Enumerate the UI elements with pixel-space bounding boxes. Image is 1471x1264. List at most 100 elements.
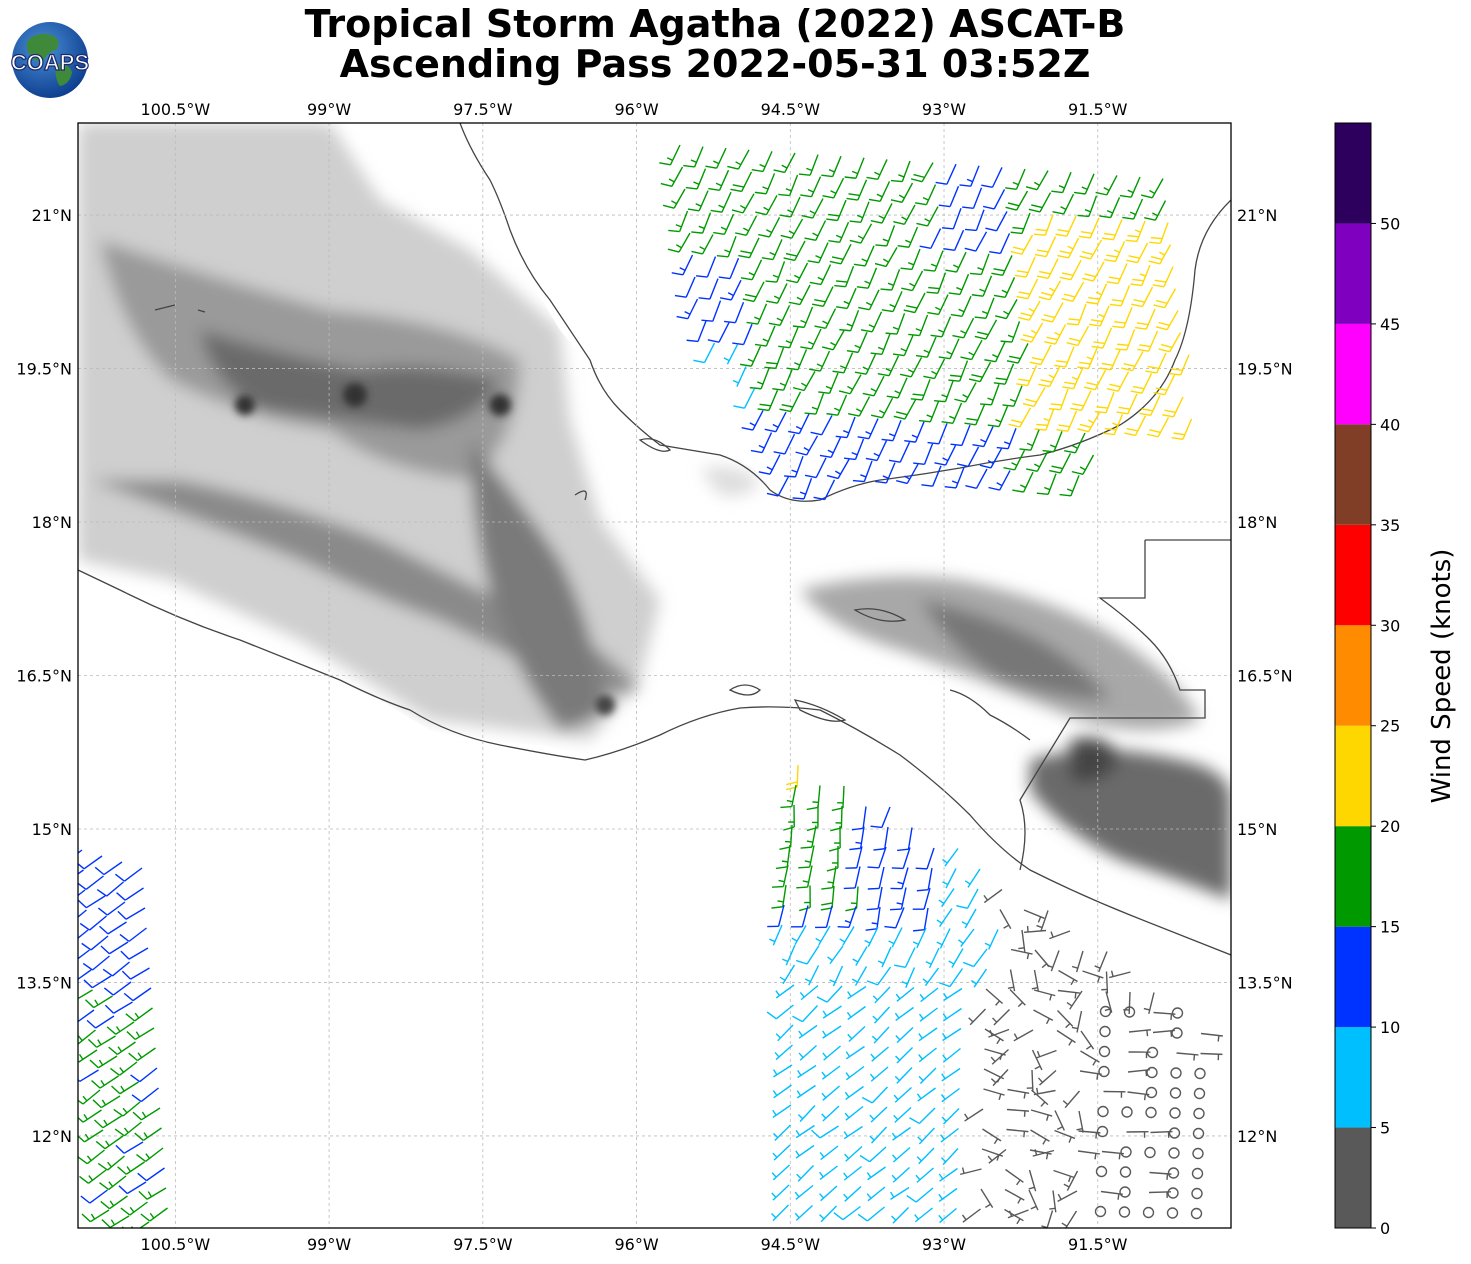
wind-barb: [773, 433, 796, 455]
wind-barb: [727, 149, 750, 170]
wind-barb: [912, 887, 931, 910]
wind-barb: [870, 333, 891, 355]
lon-tick-label: 100.5°W: [141, 100, 211, 119]
wind-barb: [821, 330, 845, 351]
calm-circle: [1119, 1186, 1131, 1198]
wind-barb: [890, 182, 914, 204]
wind-barb: [839, 309, 860, 332]
calm-circle: [1192, 1147, 1204, 1160]
wind-barb: [1036, 910, 1049, 932]
wind-barb: [1056, 410, 1078, 432]
wind-barb: [775, 984, 795, 999]
wind-barb: [1055, 215, 1077, 237]
wind-barb: [860, 311, 883, 333]
wind-barb: [1176, 1052, 1199, 1061]
wind-barb: [1057, 989, 1080, 999]
wind-barb: [1025, 170, 1049, 191]
wind-barb: [848, 396, 871, 417]
wind-barb: [1012, 471, 1034, 493]
wind-barb: [749, 367, 770, 390]
wind-barb: [943, 987, 963, 1002]
wind-barb: [1062, 368, 1084, 390]
wind-barb: [1139, 395, 1161, 417]
wind-barb: [738, 237, 760, 259]
wind-barb: [804, 965, 820, 986]
wind-barb: [938, 1207, 957, 1224]
wind-barb: [78, 1109, 102, 1123]
wind-barb: [731, 193, 755, 214]
wind-barb: [78, 929, 89, 940]
wind-barb: [910, 162, 934, 183]
wind-barb: [1016, 365, 1038, 387]
wind-barb: [845, 846, 863, 869]
wind-barb: [846, 331, 868, 354]
wind-barb: [695, 256, 717, 278]
wind-barb: [794, 1184, 814, 1200]
wind-barb: [843, 1125, 863, 1140]
wind-barb: [846, 1005, 866, 1021]
wind-barb: [941, 207, 962, 230]
wind-barb: [893, 1086, 912, 1103]
wind-barb: [1049, 930, 1071, 940]
wind-barb: [1028, 1189, 1039, 1211]
wind-barb: [765, 261, 786, 283]
wind-barb: [1007, 1088, 1030, 1099]
wind-barb: [881, 419, 902, 442]
wind-barb: [779, 196, 801, 218]
wind-barb: [691, 234, 714, 255]
calm-circle: [1168, 1147, 1180, 1159]
calm-circle: [1098, 1045, 1111, 1058]
wind-barb: [779, 824, 793, 850]
colorbar-label: Wind Speed (knots): [1427, 549, 1457, 804]
lat-ticks-right: 21°N 19.5°N 18°N 16.5°N 15°N 13.5°N 12°N: [1237, 206, 1293, 1146]
wind-barb: [766, 476, 790, 497]
wind-barb: [746, 303, 768, 325]
wind-barb: [999, 909, 1012, 930]
title-line-2: Ascending Pass 2022-05-31 03:52Z: [339, 42, 1091, 86]
wind-barb: [1124, 415, 1147, 437]
wind-barb: [904, 421, 925, 443]
wind-barb: [792, 477, 813, 500]
wind-barb: [772, 1104, 792, 1119]
wind-barb: [701, 300, 722, 322]
calm-circle: [1120, 1146, 1132, 1158]
wind-barb: [1171, 418, 1193, 440]
wind-barb: [936, 928, 951, 949]
wind-barb: [900, 248, 921, 271]
wind-barb: [964, 404, 986, 426]
calm-circle: [1145, 1086, 1158, 1099]
wind-barb: [791, 925, 807, 945]
wind-barb: [79, 1169, 107, 1184]
wind-barb: [114, 1121, 142, 1137]
wind-barb: [732, 323, 753, 346]
wind-barb: [816, 985, 843, 1003]
wind-barb: [784, 455, 804, 478]
map-plot-area: [78, 123, 1231, 1228]
wind-barb: [961, 908, 977, 929]
wind-barb: [102, 961, 130, 977]
volcano-peaks: [235, 383, 615, 715]
wind-barb: [1137, 330, 1159, 352]
wind-barb: [873, 826, 889, 851]
calm-circle: [1146, 1046, 1159, 1059]
wind-barb: [807, 242, 829, 264]
colorbar-tick-label: 0: [1380, 1219, 1390, 1238]
wind-barb: [686, 320, 707, 343]
wind-barb: [938, 1187, 958, 1202]
wind-barb: [851, 966, 868, 986]
calm-circle: [1145, 1106, 1157, 1119]
wind-barb: [782, 944, 796, 966]
wind-barb: [767, 904, 785, 928]
wind-barb: [940, 1127, 959, 1143]
calm-circle: [1166, 1207, 1179, 1219]
lat-tick-label: 12°N: [32, 1127, 72, 1146]
wind-barb: [671, 254, 694, 276]
wind-barb: [988, 1028, 1010, 1038]
wind-barb: [831, 785, 845, 812]
wind-barb: [1066, 303, 1087, 326]
lon-ticks-bottom: 100.5°W 99°W 97.5°W 96°W 94.5°W 93°W 91.5°W: [141, 1235, 1128, 1254]
wind-barb: [95, 1135, 124, 1150]
wind-barb: [78, 909, 87, 918]
wind-barb: [775, 844, 791, 870]
wind-barb: [1013, 1029, 1034, 1042]
